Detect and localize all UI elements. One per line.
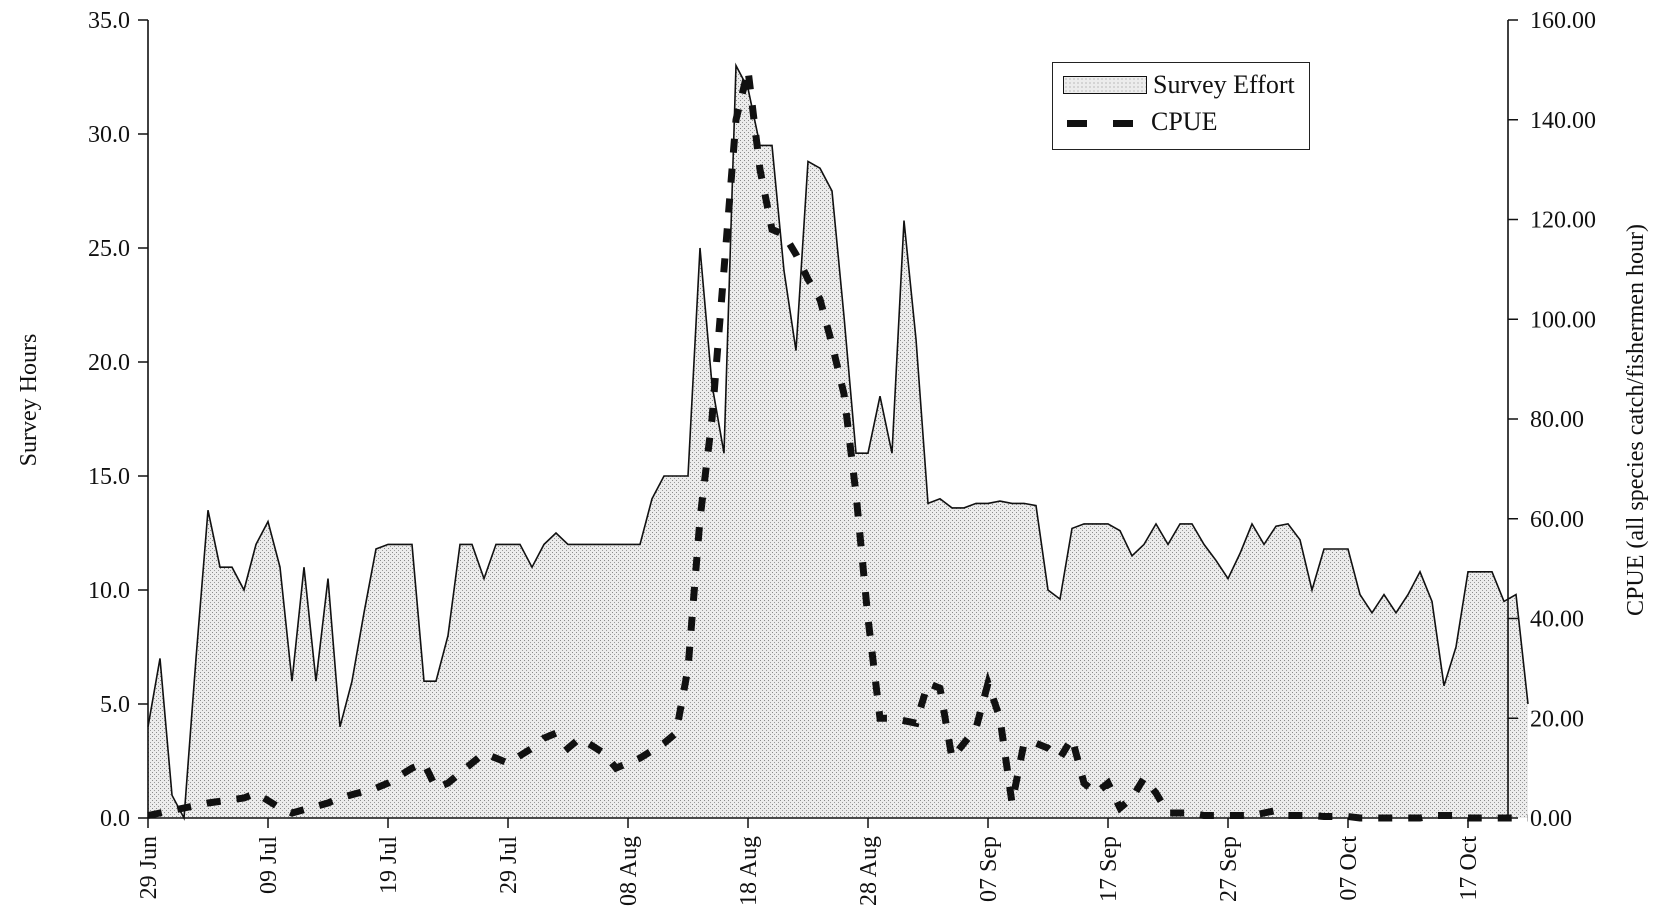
y2-tick-label: 20.00 <box>1530 706 1584 732</box>
y2-tick-label: 120.00 <box>1530 208 1596 234</box>
y2-tick-label: 140.00 <box>1530 108 1596 134</box>
y-tick-label: 0.0 <box>100 806 130 832</box>
legend-swatch-survey-effort <box>1063 76 1147 94</box>
legend-item-survey-effort: Survey Effort <box>1063 70 1295 100</box>
survey-effort-area <box>148 65 1528 819</box>
x-tick-label: 18 Aug <box>736 836 762 906</box>
x-tick-label: 07 Sep <box>976 836 1002 902</box>
legend: Survey Effort CPUE <box>1052 62 1310 150</box>
x-tick-label: 07 Oct <box>1336 836 1362 901</box>
y-tick-label: 15.0 <box>88 464 130 490</box>
x-tick-label: 28 Aug <box>856 836 882 906</box>
y2-tick-label: 100.00 <box>1530 307 1596 333</box>
y2-axis-title: CPUE (all species catch/fishermen hour) <box>1623 224 1649 616</box>
y-tick-label: 25.0 <box>88 236 130 262</box>
legend-label-cpue: CPUE <box>1151 107 1218 136</box>
y2-tick-label: 60.00 <box>1530 507 1584 533</box>
axes-layer: 0.0 5.0 10.0 15.0 20.0 25.0 30.0 35.0 0.00 20.00 4… <box>88 8 1596 906</box>
x-tick-label: 08 Aug <box>616 836 642 906</box>
y-tick-label: 30.0 <box>88 122 130 148</box>
y-tick-label: 5.0 <box>100 692 130 718</box>
y2-tick-label: 0.00 <box>1530 806 1572 832</box>
survey-effort-line <box>147 62 1529 821</box>
y-tick-label: 20.0 <box>88 350 130 376</box>
y2-tick-label: 40.00 <box>1530 607 1584 633</box>
y-tick-label: 10.0 <box>88 578 130 604</box>
survey-effort-area-layer <box>147 62 1529 821</box>
legend-item-cpue: CPUE <box>1063 107 1217 137</box>
x-tick-label: 27 Sep <box>1216 836 1242 902</box>
x-tick-label: 29 Jun <box>136 836 162 899</box>
legend-swatch-cpue <box>1063 114 1145 130</box>
x-tick-label: 09 Jul <box>256 836 282 894</box>
x-tick-label: 19 Jul <box>376 836 402 894</box>
y-axis-title: Survey Hours <box>16 334 42 467</box>
cpue-line <box>147 69 1528 822</box>
y-tick-label: 35.0 <box>88 8 130 34</box>
x-tick-label: 17 Sep <box>1096 836 1122 902</box>
y2-tick-label: 80.00 <box>1530 407 1584 433</box>
legend-label-survey-effort: Survey Effort <box>1153 70 1295 99</box>
y2-tick-label: 160.00 <box>1530 8 1596 34</box>
x-tick-label: 29 Jul <box>496 836 522 894</box>
cpue-line-layer <box>147 69 1528 822</box>
x-tick-label: 17 Oct <box>1456 836 1482 901</box>
